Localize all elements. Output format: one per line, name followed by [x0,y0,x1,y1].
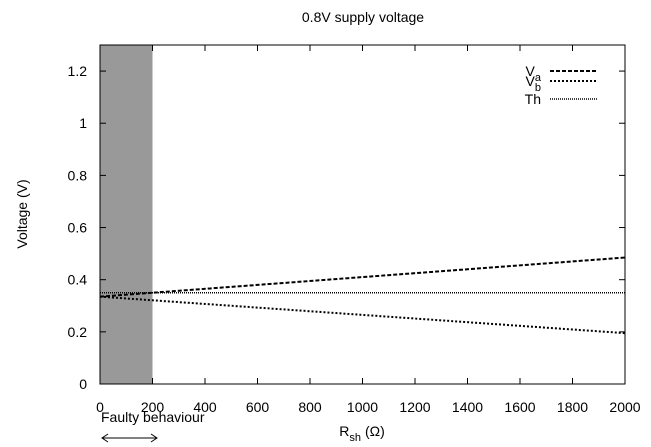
x-axis-ticks: 0 200 400 600 800 1000 1200 1400 1600 1800 2000 [96,45,641,415]
x-tick-label: 600 [246,399,270,415]
legend-label-1: Vb [526,73,541,94]
x-axis-label-main: R [339,423,349,439]
faulty-behaviour-arrow-left-head [101,433,109,443]
y-tick-label: 0 [79,376,87,392]
y-tick-label: 0.8 [68,167,88,183]
legend-label-2: Th [525,91,541,107]
x-tick-label: 1200 [399,399,430,415]
legend-name-sub: a [535,72,542,84]
legend-name: Th [525,91,541,107]
legend-name: V [526,73,536,89]
x-axis-label: Rsh (Ω) [339,423,385,444]
y-tick-label: 1 [79,115,87,131]
y-tick-label: 0.2 [68,324,88,340]
x-tick-label: 1400 [452,399,483,415]
chart-title: 0.8V supply voltage [302,9,424,25]
y-tick-label: 0.6 [68,220,88,236]
faulty-behaviour-annotation: Faulty behaviour [101,409,205,443]
x-tick-label: 1600 [504,399,535,415]
legend-name-sub: b [535,82,541,94]
series-line-1 [99,295,626,335]
y-axis-label: Voltage (V) [14,179,30,248]
y-axis-ticks: 0 0.2 0.4 0.6 0.8 1 1.2 [68,63,625,392]
y-tick-label: 1.2 [68,63,88,79]
series-lines [99,256,626,335]
faulty-behaviour-label: Faulty behaviour [101,409,205,425]
x-tick-label: 200 [141,399,165,415]
y-tick-label: 0.4 [68,272,88,288]
plot-frame [99,44,626,385]
x-tick-label: 800 [298,399,322,415]
x-axis-label-unit: (Ω) [365,423,385,439]
x-tick-label: 1800 [557,399,588,415]
x-axis-label-sub: sh [349,432,361,444]
x-tick-label: 2000 [609,399,640,415]
x-tick-label: 1000 [347,399,378,415]
x-tick-label: 400 [193,399,217,415]
series-line-0 [99,256,626,298]
x-tick-label: 0 [96,399,104,415]
legend-label-0: Va [526,63,542,84]
legend-name: V [526,63,536,79]
faulty-behaviour-arrow-right-head [150,433,158,443]
faulty-region [100,45,153,384]
